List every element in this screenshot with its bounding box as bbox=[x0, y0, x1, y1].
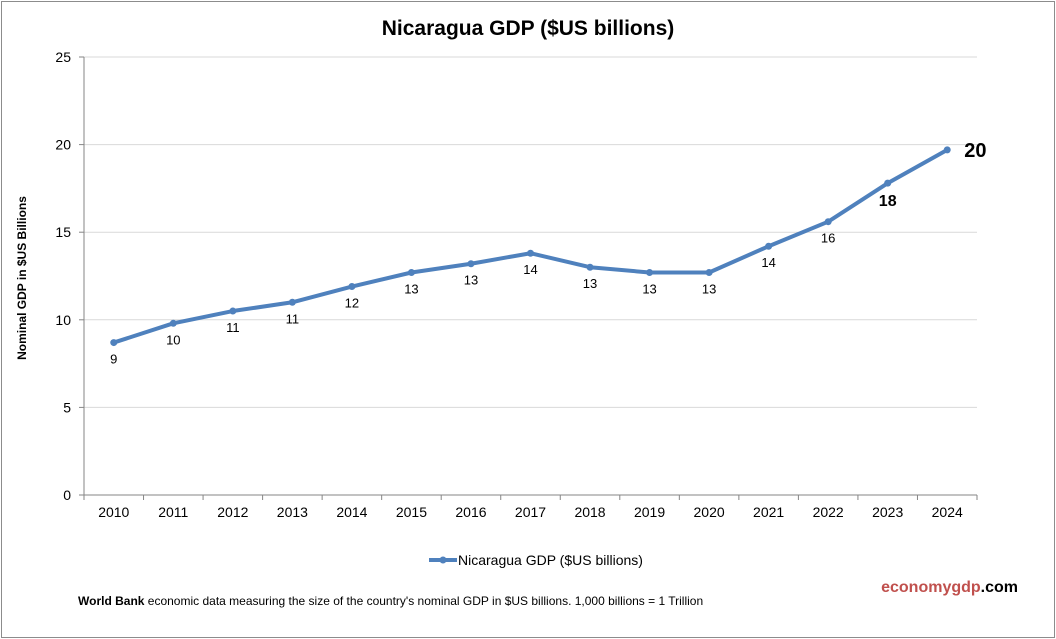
data-point bbox=[467, 260, 475, 268]
data-label: 13 bbox=[464, 273, 478, 288]
data-point bbox=[169, 319, 177, 327]
data-point bbox=[824, 218, 832, 226]
data-point bbox=[884, 179, 892, 187]
data-label: 11 bbox=[286, 311, 300, 326]
data-point bbox=[348, 283, 356, 291]
data-point bbox=[646, 268, 654, 276]
y-axis-label: Nominal GDP in $US Billions bbox=[15, 196, 29, 360]
data-point bbox=[407, 268, 415, 276]
x-tick-label: 2018 bbox=[574, 504, 605, 520]
data-label: 14 bbox=[523, 262, 537, 277]
data-label: 20 bbox=[964, 140, 986, 162]
data-label: 10 bbox=[166, 332, 180, 347]
data-label: 12 bbox=[345, 296, 359, 311]
x-tick-label: 2012 bbox=[217, 504, 248, 520]
x-tick-label: 2020 bbox=[694, 504, 725, 520]
brand-logo[interactable]: economygdp.com bbox=[881, 579, 1018, 597]
x-tick-label: 2015 bbox=[396, 504, 427, 520]
y-tick-label: 0 bbox=[63, 487, 71, 503]
brand-domain: .com bbox=[980, 579, 1018, 596]
source-note: World Bank economic data measuring the s… bbox=[78, 594, 703, 608]
x-tick-label: 2016 bbox=[455, 504, 486, 520]
y-tick-label: 5 bbox=[63, 399, 71, 415]
data-label: 13 bbox=[583, 276, 597, 291]
x-tick-label: 2024 bbox=[932, 504, 963, 520]
y-tick-label: 20 bbox=[55, 137, 71, 153]
data-point bbox=[586, 263, 594, 271]
series-line bbox=[113, 148, 949, 345]
x-tick-label: 2022 bbox=[813, 504, 844, 520]
data-point bbox=[288, 298, 296, 306]
data-label: 13 bbox=[404, 281, 418, 296]
data-label: 11 bbox=[226, 320, 240, 335]
x-tick-label: 2014 bbox=[336, 504, 367, 520]
chart-title: Nicaragua GDP ($US billions) bbox=[382, 17, 675, 40]
x-tick-label: 2019 bbox=[634, 504, 665, 520]
x-tick-label: 2010 bbox=[98, 504, 129, 520]
data-point bbox=[110, 339, 118, 347]
legend-label: Nicaragua GDP ($US billions) bbox=[458, 552, 643, 568]
data-label: 13 bbox=[642, 281, 656, 296]
data-point bbox=[705, 268, 713, 276]
source-description: economic data measuring the size of the … bbox=[144, 594, 704, 608]
data-point bbox=[527, 249, 534, 257]
x-tick-label: 2013 bbox=[277, 504, 308, 520]
data-point bbox=[943, 146, 951, 154]
data-label: 13 bbox=[702, 281, 716, 296]
x-tick-label: 2023 bbox=[872, 504, 903, 520]
data-point bbox=[229, 307, 237, 315]
x-tick-label: 2021 bbox=[753, 504, 784, 520]
data-point bbox=[765, 242, 773, 250]
data-label: 18 bbox=[879, 193, 897, 210]
source-name: World Bank bbox=[78, 594, 145, 608]
legend: Nicaragua GDP ($US billions) bbox=[429, 552, 643, 568]
x-tick-label: 2017 bbox=[515, 504, 546, 520]
data-label: 16 bbox=[821, 231, 835, 246]
x-tick-label: 2011 bbox=[158, 504, 188, 520]
legend-point-marker bbox=[439, 556, 447, 564]
brand-name: economygdp bbox=[881, 579, 981, 596]
y-tick-label: 15 bbox=[55, 224, 71, 240]
y-tick-label: 25 bbox=[55, 49, 71, 65]
data-label: 9 bbox=[110, 352, 117, 367]
data-label: 14 bbox=[761, 255, 775, 270]
y-tick-label: 10 bbox=[55, 312, 71, 328]
